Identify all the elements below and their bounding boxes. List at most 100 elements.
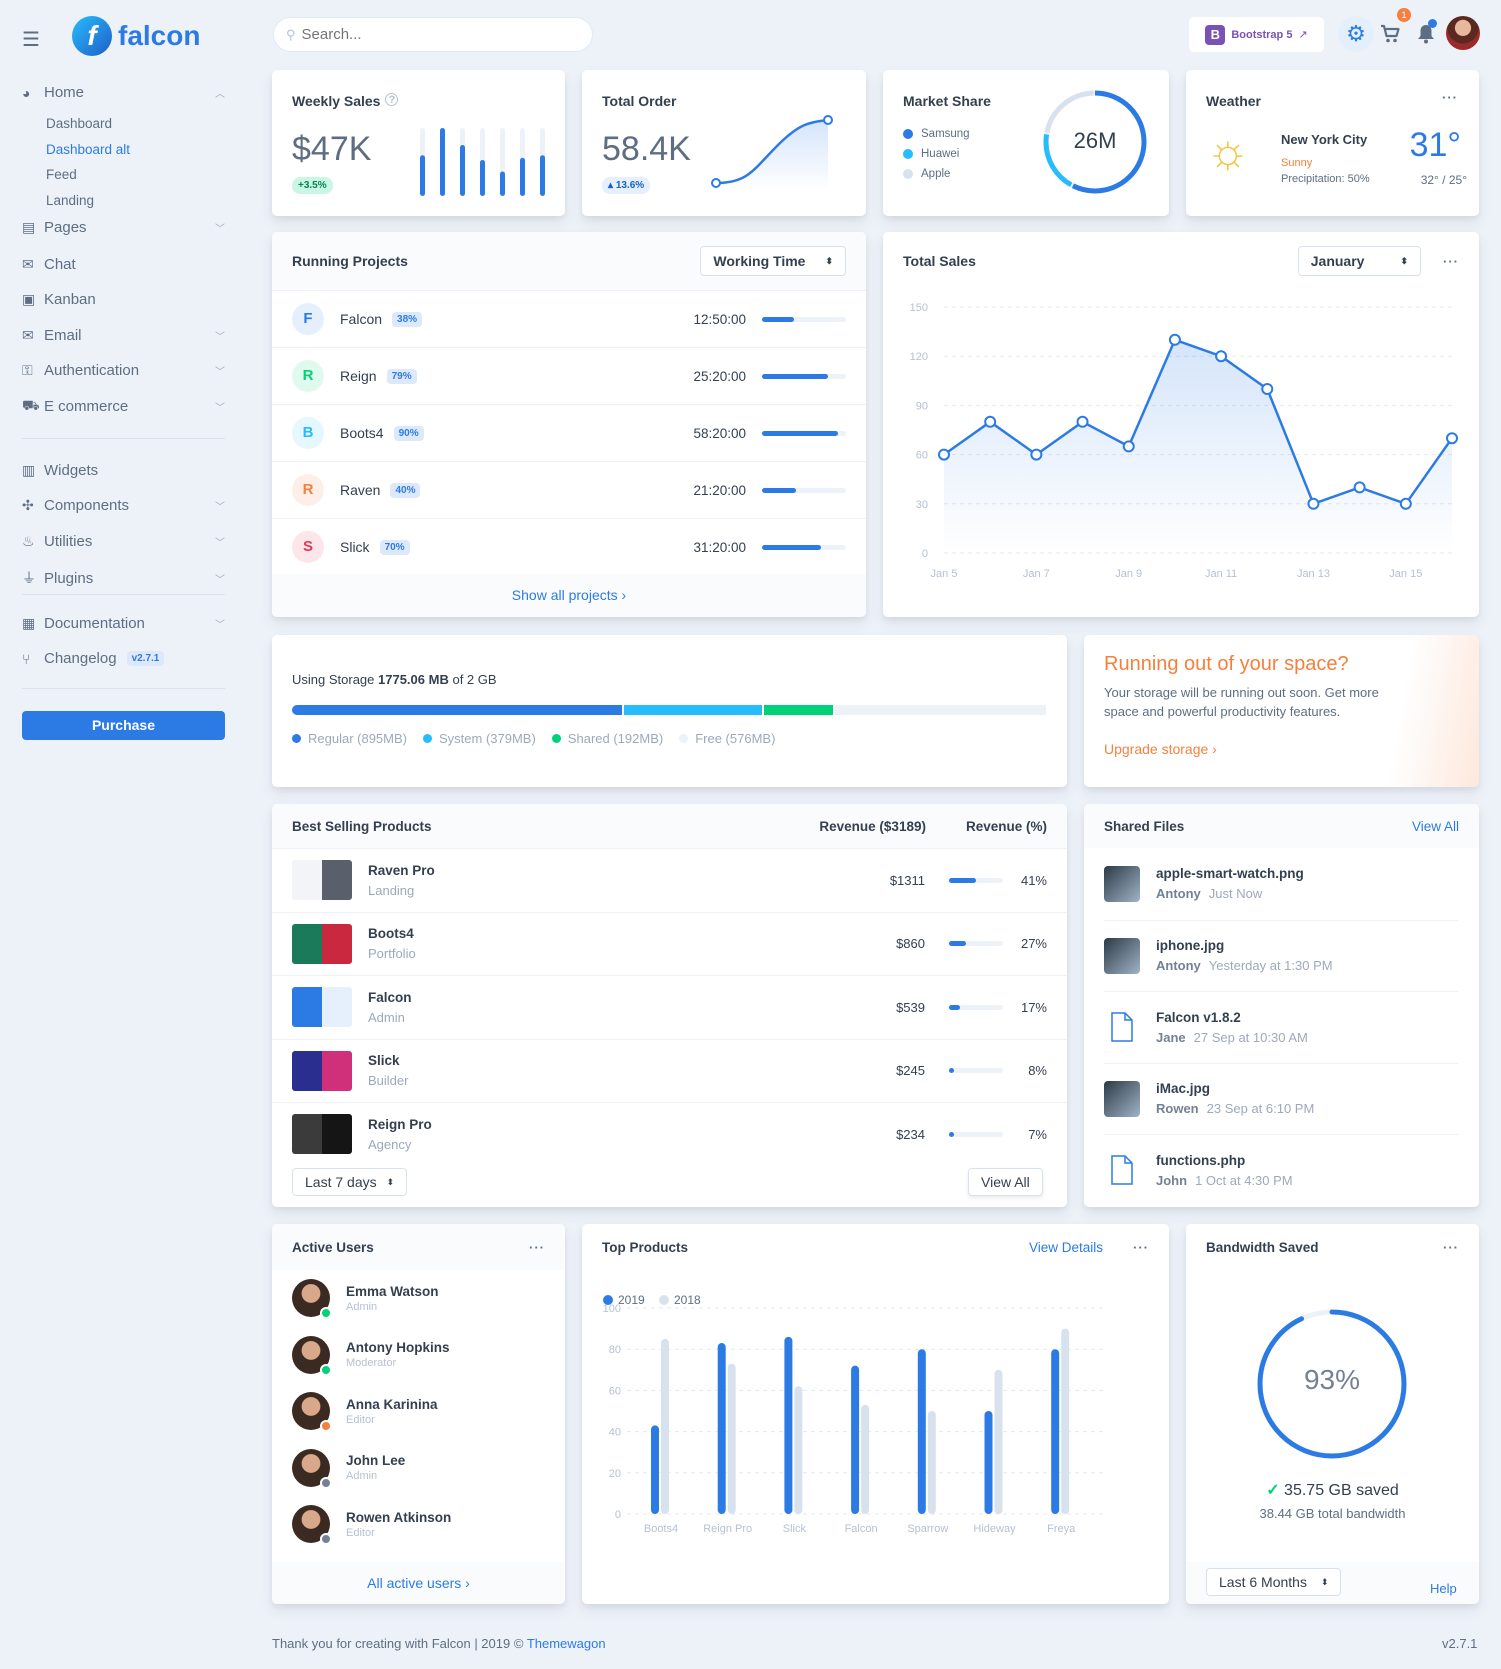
sort-arrows-icon: ⬍	[1400, 255, 1408, 266]
show-all-projects-link[interactable]: Show all projects ›	[272, 574, 866, 617]
bandwidth-range-select[interactable]: Last 6 Months ⬍	[1206, 1568, 1342, 1596]
storage-segment	[834, 705, 1046, 715]
sidebar-sub-landing[interactable]: Landing	[46, 193, 95, 208]
file-info: iMac.jpg Rowen 23 Sep at 6:10 PM	[1156, 1081, 1314, 1116]
product-row[interactable]: Falcon Admin $539 17%	[272, 975, 1067, 1039]
sidebar-item-kanban[interactable]: ▣ Kanban	[22, 291, 225, 308]
user-row[interactable]: Anna Karinina Editor	[272, 1383, 565, 1440]
user-name[interactable]: Emma Watson	[346, 1283, 439, 1299]
user-name[interactable]: Antony Hopkins	[346, 1340, 450, 1356]
purchase-button[interactable]: Purchase	[22, 711, 225, 740]
document-outline	[1111, 1155, 1133, 1185]
product-name[interactable]: Raven Pro	[368, 862, 435, 878]
legend-dot	[423, 734, 432, 743]
project-row[interactable]: R Reign 79% 25:20:00	[272, 347, 866, 404]
sidebar-sub-dashboard[interactable]: Dashboard	[46, 116, 113, 131]
sales-point	[1122, 440, 1135, 453]
user-row[interactable]: Antony Hopkins Moderator	[272, 1327, 565, 1384]
sidebar-item-plugins[interactable]: ⏚ Plugins ﹀	[22, 568, 225, 588]
more-options-icon[interactable]: ···	[1442, 90, 1458, 105]
view-details-link[interactable]: View Details	[1028, 1239, 1103, 1255]
help-link[interactable]: Help	[1430, 1581, 1457, 1596]
product-name[interactable]: Reign Pro	[368, 1116, 432, 1132]
product-row[interactable]: Reign Pro Agency $234 7%	[272, 1102, 1067, 1166]
search-box[interactable]: ⚲	[273, 17, 593, 52]
sidebar-item-widgets[interactable]: ▥ Widgets	[22, 462, 225, 479]
sidebar-item-email[interactable]: ✉ Email ﹀	[22, 327, 225, 344]
project-percent-badge: 38%	[392, 311, 423, 327]
user-role: Admin	[346, 1470, 378, 1483]
project-row[interactable]: S Slick 70% 31:20:00	[272, 518, 866, 575]
file-name[interactable]: iMac.jpg	[1156, 1081, 1211, 1097]
project-name[interactable]: Reign	[340, 368, 377, 384]
sidebar-sub-dashboard-alt[interactable]: Dashboard alt	[46, 142, 131, 157]
more-options-icon[interactable]: ···	[1443, 1239, 1459, 1255]
menu-toggle-icon[interactable]: ☰	[22, 29, 40, 51]
user-name[interactable]: Rowen Atkinson	[346, 1509, 452, 1525]
sidebar-item-chat[interactable]: ✉ Chat	[22, 256, 225, 273]
project-row[interactable]: R Raven 40% 21:20:00	[272, 461, 866, 518]
user-name[interactable]: John Lee	[346, 1453, 406, 1469]
view-all-link[interactable]: View All	[1411, 818, 1459, 834]
project-name[interactable]: Boots4	[340, 425, 384, 441]
question-circle-icon[interactable]: ?	[385, 93, 399, 106]
view-all-button[interactable]: View All	[968, 1168, 1043, 1196]
sun-icon: ☼	[1206, 125, 1250, 178]
product-row[interactable]: Boots4 Portfolio $860 27%	[272, 911, 1067, 976]
sidebar-item-e-commerce[interactable]: ⛟ E commerce ﹀	[22, 397, 225, 416]
market-share-donut-chart	[1043, 90, 1147, 194]
search-input[interactable]	[301, 26, 572, 43]
sidebar-item-components[interactable]: ✣ Components ﹀	[22, 497, 225, 514]
user-avatar[interactable]	[1446, 16, 1480, 50]
product-row[interactable]: Slick Builder $245 8%	[272, 1038, 1067, 1103]
file-name[interactable]: functions.php	[1156, 1152, 1246, 1168]
product-name[interactable]: Slick	[368, 1053, 400, 1069]
product-row[interactable]: Raven Pro Landing $1311 41%	[272, 848, 1067, 912]
upgrade-storage-link[interactable]: Upgrade storage ›	[1104, 741, 1217, 757]
more-options-icon[interactable]: ···	[1133, 1239, 1149, 1255]
sidebar-item-utilities[interactable]: ♨ Utilities ﹀	[22, 533, 225, 550]
user-row[interactable]: John Lee Admin	[272, 1440, 565, 1497]
product-name[interactable]: Boots4	[368, 926, 414, 942]
sidebar-item-authentication[interactable]: ⚿ Authentication ﹀	[22, 362, 225, 379]
sidebar-item-changelog[interactable]: ⑂ Changelog v2.7.1	[22, 650, 225, 667]
product-name[interactable]: Falcon	[368, 989, 412, 1005]
notification-bell-icon[interactable]	[1417, 24, 1435, 44]
chat-icon: ✉	[22, 256, 34, 272]
file-row[interactable]: Falcon v1.8.2 Jane 27 Sep at 10:30 AM	[1104, 991, 1459, 1063]
brand-logo[interactable]: f falcon	[72, 16, 200, 56]
project-row[interactable]: F Falcon 38% 12:50:00	[272, 290, 866, 347]
file-row[interactable]: iphone.jpg Antony Yesterday at 1:30 PM	[1104, 919, 1459, 992]
more-options-icon[interactable]: ···	[529, 1239, 545, 1255]
sidebar-item-documentation[interactable]: ▦ Documentation ﹀	[22, 615, 225, 632]
sidebar-item-home[interactable]: ◕ Home ︿	[22, 84, 225, 101]
user-name[interactable]: Anna Karinina	[346, 1396, 438, 1412]
project-name[interactable]: Slick	[340, 539, 370, 555]
month-select[interactable]: January ⬍	[1297, 246, 1421, 276]
product-revenue: $539	[896, 999, 925, 1015]
product-revenue: $245	[896, 1063, 925, 1079]
themewagon-link[interactable]: Themewagon	[526, 1636, 606, 1651]
settings-gear-icon[interactable]: ⚙	[1338, 16, 1374, 52]
bootstrap5-link[interactable]: B Bootstrap 5 ↗	[1189, 17, 1324, 52]
file-row[interactable]: functions.php John 1 Oct at 4:30 PM	[1104, 1134, 1459, 1206]
all-active-users-link[interactable]: All active users ›	[272, 1562, 565, 1604]
user-row[interactable]: Emma Watson Admin	[272, 1270, 565, 1327]
more-options-icon[interactable]: ···	[1443, 253, 1459, 269]
project-name[interactable]: Falcon	[340, 311, 383, 327]
project-row[interactable]: B Boots4 90% 58:20:00	[272, 404, 866, 461]
file-row[interactable]: apple-smart-watch.png Antony Just Now	[1104, 848, 1459, 920]
working-time-select[interactable]: Working Time ⬍	[700, 246, 846, 276]
sidebar-sub-feed[interactable]: Feed	[46, 167, 77, 182]
file-name[interactable]: iphone.jpg	[1156, 938, 1225, 954]
cart-icon[interactable]	[1380, 24, 1400, 44]
sidebar-item-pages[interactable]: ▤ Pages ﹀	[22, 219, 225, 236]
user-role: Editor	[346, 1526, 375, 1539]
project-name[interactable]: Raven	[340, 482, 381, 498]
file-name[interactable]: apple-smart-watch.png	[1156, 866, 1304, 882]
file-name[interactable]: Falcon v1.8.2	[1156, 1009, 1241, 1025]
user-row[interactable]: Rowen Atkinson Editor	[272, 1496, 565, 1553]
file-meta: Antony Just Now	[1156, 886, 1304, 901]
date-range-select[interactable]: Last 7 days ⬍	[292, 1168, 408, 1196]
file-row[interactable]: iMac.jpg Rowen 23 Sep at 6:10 PM	[1104, 1062, 1459, 1135]
